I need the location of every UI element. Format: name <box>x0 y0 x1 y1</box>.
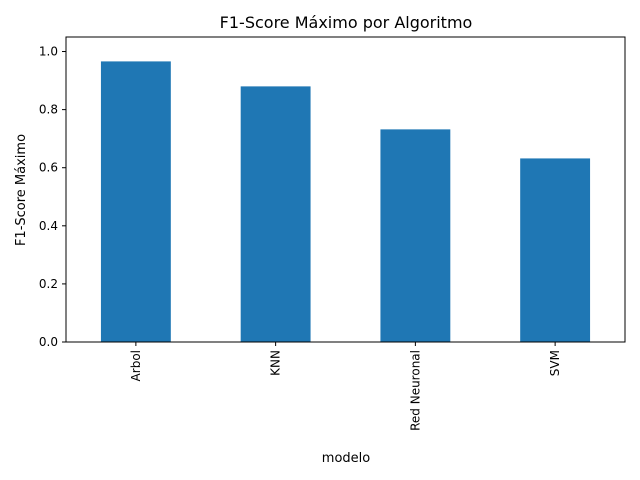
chart-title: F1-Score Máximo por Algoritmo <box>220 13 473 32</box>
bars-layer <box>100 61 591 343</box>
axes-layer <box>65 36 626 343</box>
y-tick-label: 0.4 <box>39 219 58 233</box>
bar-red-neuronal <box>380 129 451 342</box>
y-tick-label: 0.0 <box>39 335 58 349</box>
y-tick-label: 1.0 <box>39 45 58 59</box>
x-axis-ticks: Arbol KNN Red Neuronal SVM <box>129 342 562 431</box>
y-tick-label: 0.2 <box>39 277 58 291</box>
x-tick-label: SVM <box>548 350 562 376</box>
bar-knn <box>240 86 311 342</box>
y-tick-label: 0.6 <box>39 161 58 175</box>
x-tick-label: Red Neuronal <box>408 350 422 431</box>
bar-svm <box>520 158 591 342</box>
y-tick-label: 0.8 <box>39 103 58 117</box>
x-tick-label: KNN <box>269 350 283 376</box>
plot-frame <box>65 36 626 343</box>
x-tick-label: Arbol <box>129 350 143 381</box>
x-axis-label: modelo <box>322 451 370 466</box>
y-axis-label: F1-Score Máximo <box>14 134 29 246</box>
y-axis-ticks: 0.0 0.2 0.4 0.6 0.8 1.0 <box>39 45 66 349</box>
bar-arbol <box>100 61 171 343</box>
